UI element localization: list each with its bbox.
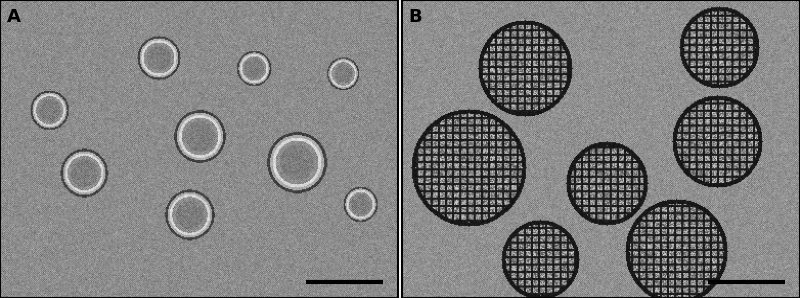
Text: B: B [409, 8, 422, 26]
Text: A: A [7, 8, 21, 26]
